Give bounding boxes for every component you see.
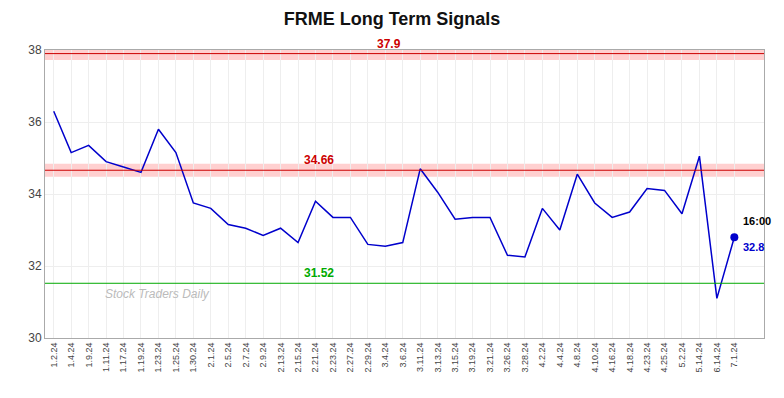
svg-text:31.52: 31.52	[304, 266, 334, 280]
svg-text:3.19.24: 3.19.24	[467, 343, 477, 373]
svg-text:1.4.24: 1.4.24	[66, 343, 76, 368]
svg-text:34.66: 34.66	[304, 153, 334, 167]
svg-text:4.25.24: 4.25.24	[659, 343, 669, 373]
svg-text:1.2.24: 1.2.24	[49, 343, 59, 368]
svg-text:1.11.24: 1.11.24	[101, 343, 111, 372]
svg-text:30: 30	[28, 331, 42, 345]
svg-text:4.8.24: 4.8.24	[572, 343, 582, 368]
svg-text:1.9.24: 1.9.24	[84, 343, 94, 368]
svg-text:3.26.24: 3.26.24	[502, 343, 512, 373]
svg-text:4.23.24: 4.23.24	[642, 343, 652, 373]
svg-text:2.5.24: 2.5.24	[223, 343, 233, 368]
svg-text:2.9.24: 2.9.24	[258, 343, 268, 368]
svg-text:4.16.24: 4.16.24	[607, 343, 617, 373]
svg-text:1.30.24: 1.30.24	[188, 343, 198, 373]
svg-text:1.19.24: 1.19.24	[136, 343, 146, 373]
svg-text:FRME Long Term Signals: FRME Long Term Signals	[284, 9, 501, 29]
svg-text:1.25.24: 1.25.24	[171, 343, 181, 373]
svg-text:1.17.24: 1.17.24	[118, 343, 128, 373]
svg-text:3.6.24: 3.6.24	[398, 343, 408, 368]
svg-text:38: 38	[28, 43, 42, 57]
svg-text:2.1.24: 2.1.24	[206, 343, 216, 368]
svg-text:3.21.24: 3.21.24	[485, 343, 495, 373]
svg-text:2.21.24: 2.21.24	[310, 343, 320, 373]
svg-text:5.2.24: 5.2.24	[677, 343, 687, 368]
svg-text:3.13.24: 3.13.24	[433, 343, 443, 373]
svg-text:32.8: 32.8	[743, 241, 764, 253]
svg-text:32: 32	[28, 259, 42, 273]
svg-text:2.13.24: 2.13.24	[276, 343, 286, 373]
svg-text:4.18.24: 4.18.24	[625, 343, 635, 373]
svg-text:2.7.24: 2.7.24	[241, 343, 251, 368]
svg-text:5.14.24: 5.14.24	[694, 343, 704, 373]
svg-text:3.4.24: 3.4.24	[380, 343, 390, 368]
svg-text:34: 34	[28, 187, 42, 201]
svg-text:16:00: 16:00	[743, 215, 771, 227]
svg-text:2.23.24: 2.23.24	[328, 343, 338, 373]
svg-text:1.23.24: 1.23.24	[153, 343, 163, 373]
svg-text:3.15.24: 3.15.24	[450, 343, 460, 373]
svg-text:3.11.24: 3.11.24	[415, 343, 425, 372]
svg-text:2.15.24: 2.15.24	[293, 343, 303, 373]
svg-text:2.27.24: 2.27.24	[345, 343, 355, 373]
svg-text:37.9: 37.9	[377, 37, 401, 51]
svg-text:6.14.24: 6.14.24	[712, 343, 722, 373]
svg-text:7.1.24: 7.1.24	[729, 343, 739, 368]
svg-text:2.29.24: 2.29.24	[363, 343, 373, 373]
svg-text:Stock Traders Daily: Stock Traders Daily	[105, 287, 210, 301]
svg-text:4.4.24: 4.4.24	[555, 343, 565, 368]
svg-text:4.10.24: 4.10.24	[590, 343, 600, 373]
svg-text:3.28.24: 3.28.24	[520, 343, 530, 373]
svg-text:4.2.24: 4.2.24	[537, 343, 547, 368]
svg-text:36: 36	[28, 115, 42, 129]
